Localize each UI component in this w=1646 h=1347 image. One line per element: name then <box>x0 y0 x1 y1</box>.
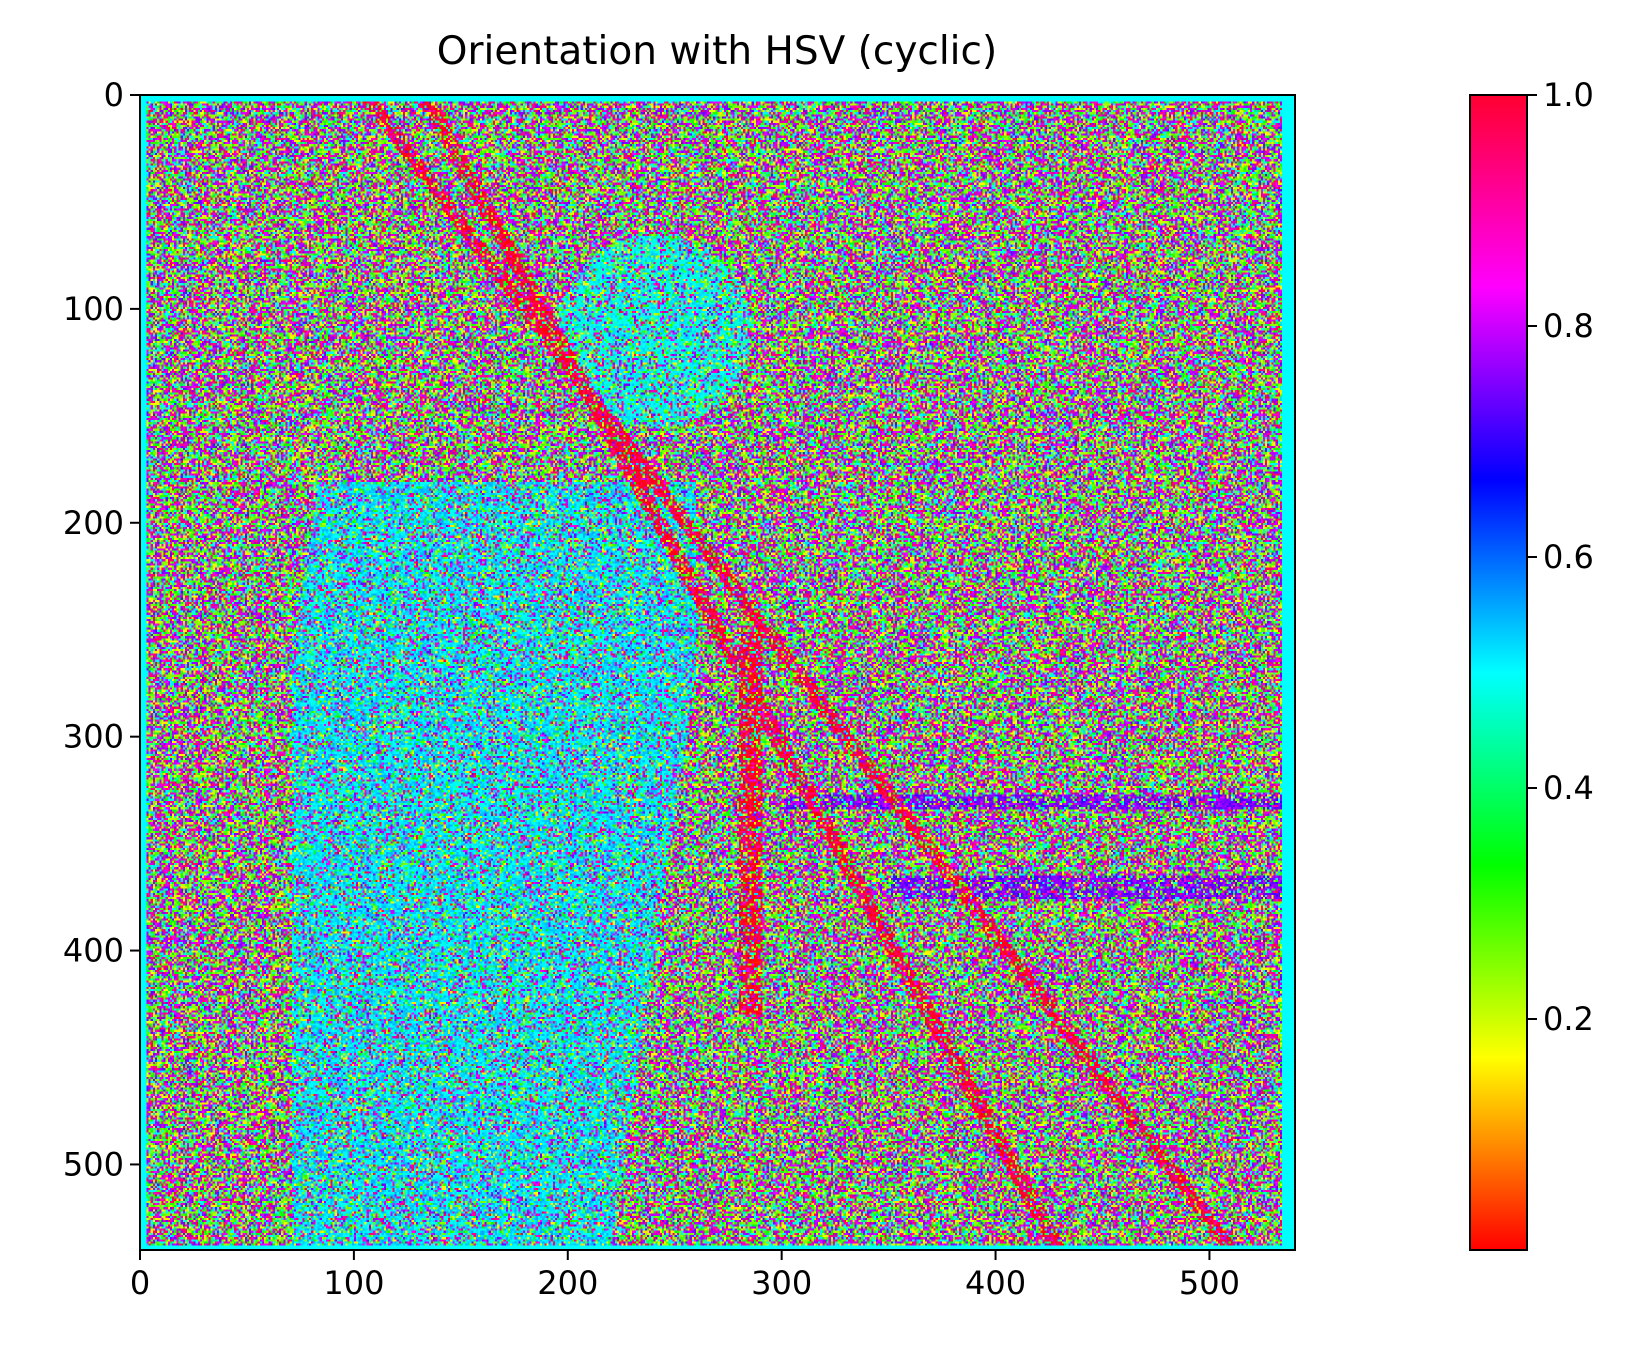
colorbar-tick-label: 0.2 <box>1543 1000 1594 1038</box>
x-tick-label: 500 <box>1179 1264 1240 1302</box>
colorbar-tick-label: 0.8 <box>1543 307 1594 345</box>
x-tick-label: 300 <box>751 1264 812 1302</box>
colorbar-tick-label: 0.4 <box>1543 769 1594 807</box>
colorbar-tick-label: 0.6 <box>1543 538 1594 576</box>
colorbar-axis: 0.2 0.4 0.6 0.8 1.0 <box>1527 76 1594 1038</box>
y-tick-label: 0 <box>104 76 124 114</box>
x-tick-label: 400 <box>965 1264 1026 1302</box>
x-tick-label: 200 <box>537 1264 598 1302</box>
heatmap-image <box>140 95 1295 1250</box>
colorbar-tick-label: 1.0 <box>1543 76 1594 114</box>
y-tick-label: 400 <box>63 932 124 970</box>
colorbar <box>1469 94 1528 1251</box>
plot-frame <box>139 94 1296 1251</box>
x-tick-label: 100 <box>323 1264 384 1302</box>
heatmap-plot-area <box>140 95 1295 1250</box>
y-tick-label: 200 <box>63 504 124 542</box>
y-tick-label: 100 <box>63 290 124 328</box>
chart-title: Orientation with HSV (cyclic) <box>437 29 997 74</box>
x-axis: 0 100 200 300 400 500 <box>130 1250 1240 1302</box>
x-tick-label: 0 <box>130 1264 150 1302</box>
y-axis: 0 100 200 300 400 500 <box>63 76 140 1183</box>
y-tick-label: 300 <box>63 718 124 756</box>
y-tick-label: 500 <box>63 1145 124 1183</box>
